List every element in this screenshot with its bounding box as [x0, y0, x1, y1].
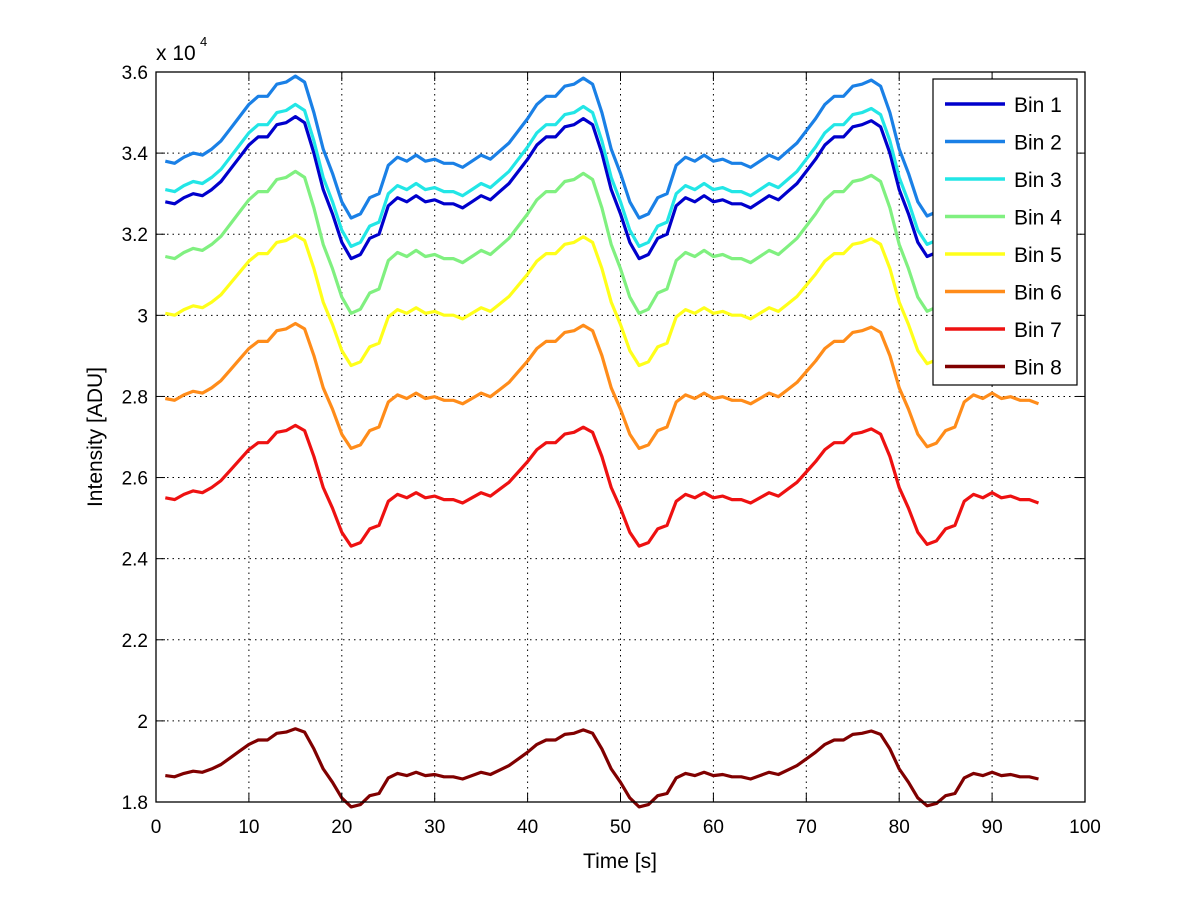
x-tick-label: 100 — [1069, 817, 1101, 838]
series-line-bin-2 — [164, 74, 1040, 220]
legend-label: Bin 4 — [1014, 207, 1062, 230]
x-tick-label: 70 — [796, 817, 817, 838]
legend-entry: Bin 5 — [945, 244, 1062, 267]
x-tick-label: 90 — [982, 817, 1003, 838]
legend: Bin 1 Bin 2 Bin 3 Bin 4 Bin 5 Bin 6 Bin 7 Bin 8 — [932, 78, 1078, 386]
series-line-bin-4 — [164, 169, 1040, 315]
series-line-bin-7 — [164, 423, 1040, 548]
y-tick-label: 2.6 — [122, 469, 148, 490]
legend-entry: Bin 6 — [945, 282, 1062, 305]
x-tick-label: 40 — [517, 817, 538, 838]
legend-entry: Bin 3 — [945, 169, 1062, 192]
legend-box — [932, 78, 1078, 386]
series-lines — [164, 74, 1040, 809]
series-line-bin-5 — [164, 233, 1040, 368]
legend-entry: Bin 7 — [945, 319, 1062, 342]
exponent-label: x 10 — [156, 42, 196, 65]
y-tick-label: 3 — [137, 306, 148, 327]
legend-entry: Bin 4 — [945, 207, 1062, 230]
y-tick-label: 2.2 — [122, 631, 148, 652]
y-tick-label: 2.8 — [122, 387, 148, 408]
x-tick-label: 20 — [331, 817, 352, 838]
x-ticks: 0 10 20 30 40 50 60 70 80 90 100 — [151, 72, 1101, 838]
x-tick-label: 60 — [703, 817, 724, 838]
legend-entry: Bin 8 — [945, 357, 1062, 380]
y-tick-label: 3.2 — [122, 225, 148, 246]
y-axis-label: Intensity [ADU] — [84, 367, 107, 507]
legend-entry: Bin 1 — [945, 94, 1062, 117]
x-tick-label: 80 — [889, 817, 910, 838]
y-ticks: 1.8 2 2.2 2.4 2.6 2.8 3 3.2 3.4 3.6 — [122, 63, 1085, 814]
y-tick-label: 2.4 — [122, 550, 149, 571]
legend-entry: Bin 2 — [945, 132, 1062, 155]
legend-label: Bin 7 — [1014, 319, 1062, 342]
legend-label: Bin 1 — [1014, 94, 1062, 117]
x-tick-label: 30 — [424, 817, 445, 838]
legend-label: Bin 3 — [1014, 169, 1062, 192]
legend-label: Bin 5 — [1014, 244, 1062, 267]
legend-label: Bin 2 — [1014, 132, 1062, 155]
x-axis-label: Time [s] — [583, 850, 657, 873]
x-tick-label: 10 — [238, 817, 259, 838]
legend-label: Bin 8 — [1014, 357, 1062, 380]
series-line-bin-3 — [164, 102, 1040, 248]
x-tick-label: 0 — [151, 817, 162, 838]
legend-label: Bin 6 — [1014, 282, 1062, 305]
series-line-bin-6 — [164, 321, 1040, 450]
y-tick-label: 3.4 — [122, 144, 149, 165]
y-tick-label: 2 — [137, 712, 148, 733]
y-tick-label: 3.6 — [122, 63, 148, 84]
series-line-bin-1 — [164, 114, 1040, 261]
series-line-bin-8 — [165, 727, 1039, 809]
exponent-power: 4 — [200, 34, 207, 49]
y-tick-label: 1.8 — [122, 793, 148, 814]
x-tick-label: 50 — [610, 817, 631, 838]
